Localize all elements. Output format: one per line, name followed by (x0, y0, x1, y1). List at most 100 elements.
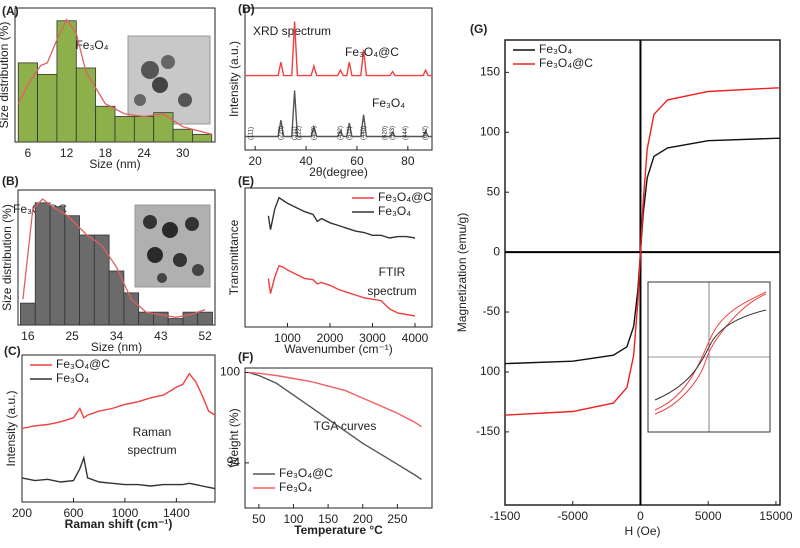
legend-label: Fe₃O₄ (56, 371, 89, 385)
panel: (B) 16 25 34 43 52 Size (nm) Size distribution … (0, 174, 216, 354)
annotation: Fe₃O₄ (75, 38, 108, 52)
series-line (21, 372, 216, 430)
y-tick-label: 100 (220, 365, 240, 379)
x-tick-label: 60 (350, 154, 364, 168)
panel: (G) -1500 -5000 0 5000 15000 150 100 50 0 -50 100 -1… (455, 22, 793, 538)
series-line (245, 90, 432, 138)
x-axis-label: 2θ(degree) (309, 165, 368, 179)
x-tick-label: 1000 (112, 506, 139, 520)
tem-inset-a (127, 35, 211, 125)
x-tick-label: 1400 (163, 506, 190, 520)
particle (173, 253, 187, 267)
x-tick-label: 25 (65, 329, 79, 343)
x-tick-label: 100 (283, 512, 303, 526)
particle (162, 222, 178, 238)
peak-label: (440) (361, 126, 367, 140)
y-tick-label: 150 (480, 65, 500, 79)
x-tick-label: -1500 (490, 509, 521, 523)
fit-line (17, 18, 212, 135)
x-axis-label: Size (nm) (89, 157, 140, 171)
bar (197, 311, 213, 326)
series-line (504, 87, 780, 416)
series-line (245, 21, 432, 77)
series-line (267, 264, 416, 317)
peak-label: (511) (347, 126, 353, 140)
annotation: spectrum (367, 284, 416, 298)
x-axis-label: Size (nm) (91, 340, 142, 354)
y-axis-label: Transmittance (227, 219, 241, 295)
x-tick-label: 6 (25, 146, 32, 160)
tem-inset-b (134, 204, 211, 288)
panel-label: (G) (470, 22, 487, 36)
x-tick-label: 18 (99, 146, 113, 160)
x-tick-label: 52 (198, 329, 212, 343)
y-tick-label: 94 (227, 455, 241, 469)
annotation: TGA curves (314, 419, 377, 433)
bar (95, 105, 116, 143)
x-tick-label: 3000 (359, 331, 386, 345)
hysteresis-inset (647, 281, 771, 433)
y-axis-label: Size distribution (%) (0, 204, 14, 311)
x-tick-label: 50 (252, 512, 266, 526)
peak-label: (620) (383, 126, 389, 140)
x-tick-label: 200 (12, 506, 32, 520)
bar (20, 302, 36, 326)
particle (185, 217, 199, 231)
x-axis-label: Wavenumber (cm⁻¹) (284, 342, 393, 356)
particle (192, 264, 204, 276)
panel: (D) 20 40 60 80 2θ(degree) Intensity (a.u.) XRD… (227, 2, 433, 179)
particle (147, 247, 163, 263)
peak-label: (311) (292, 126, 298, 140)
bar (114, 116, 135, 143)
y-axis-label: Magnetization (emu/g) (455, 213, 469, 332)
particle (157, 273, 167, 283)
bar (37, 73, 58, 143)
bar (167, 318, 184, 326)
tem-image (127, 35, 211, 125)
x-tick-label: -5000 (557, 509, 588, 523)
annotation: FTIR (379, 265, 406, 279)
bar (79, 234, 95, 326)
legend-label: Fe₃O₄@C (539, 56, 593, 70)
legend-label: Fe₃O₄@C (378, 190, 432, 204)
legend-label: Fe₃O₄ (539, 42, 572, 56)
panel-label: (E) (238, 174, 254, 188)
plot-frame (244, 187, 433, 328)
y-axis-label: Intensity (a.u.) (227, 41, 241, 117)
legend-label: Fe₃O₄ (279, 480, 312, 494)
x-tick-label: 150 (318, 512, 338, 526)
panel-label: (C) (4, 344, 21, 358)
x-axis-label: Temperature °C (294, 523, 383, 537)
inset-loop (654, 309, 767, 401)
y-tick-label: 50 (487, 184, 501, 198)
series-line (248, 371, 422, 480)
x-tick-label: 30 (176, 146, 190, 160)
inset-loop (654, 291, 767, 411)
x-tick-label: 15000 (759, 509, 793, 523)
bar (153, 112, 174, 143)
peak-label: (444) (403, 126, 409, 140)
x-tick-label: 2000 (317, 331, 344, 345)
particle (161, 55, 175, 69)
plot-frame (244, 7, 433, 151)
peak-label: (642) (423, 126, 429, 140)
x-axis-label: H (Oe) (625, 524, 661, 538)
annotation: Raman (133, 425, 172, 439)
bar (172, 128, 193, 143)
x-tick-label: 20 (248, 154, 262, 168)
particle (143, 215, 157, 229)
peak-label: (533) (390, 126, 396, 140)
bar (123, 292, 140, 326)
panel-label: (F) (238, 350, 253, 364)
bar (138, 311, 154, 326)
x-tick-label: 0 (637, 509, 644, 523)
x-tick-label: 200 (353, 512, 373, 526)
x-tick-label: 34 (110, 329, 124, 343)
legend-label: Fe₃O₄@C (56, 357, 110, 371)
y-axis-label: Size distribution (%) (0, 22, 11, 129)
x-tick-label: 1000 (274, 331, 301, 345)
y-axis-label: Weight (%) (227, 408, 241, 467)
bar (75, 67, 97, 143)
y-axis-label: Intensity (a.u.) (4, 390, 18, 466)
